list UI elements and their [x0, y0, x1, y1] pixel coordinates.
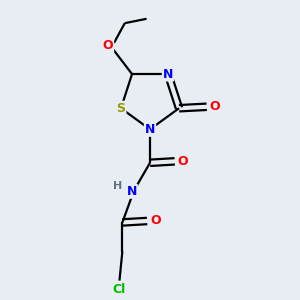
Text: O: O — [178, 155, 188, 168]
Text: S: S — [116, 102, 125, 115]
Text: O: O — [150, 214, 160, 227]
Text: O: O — [103, 39, 113, 52]
Text: N: N — [145, 123, 155, 136]
Text: Cl: Cl — [113, 284, 126, 296]
Text: H: H — [113, 181, 123, 191]
Text: O: O — [209, 100, 220, 113]
Text: N: N — [127, 185, 137, 198]
Text: N: N — [163, 68, 173, 81]
